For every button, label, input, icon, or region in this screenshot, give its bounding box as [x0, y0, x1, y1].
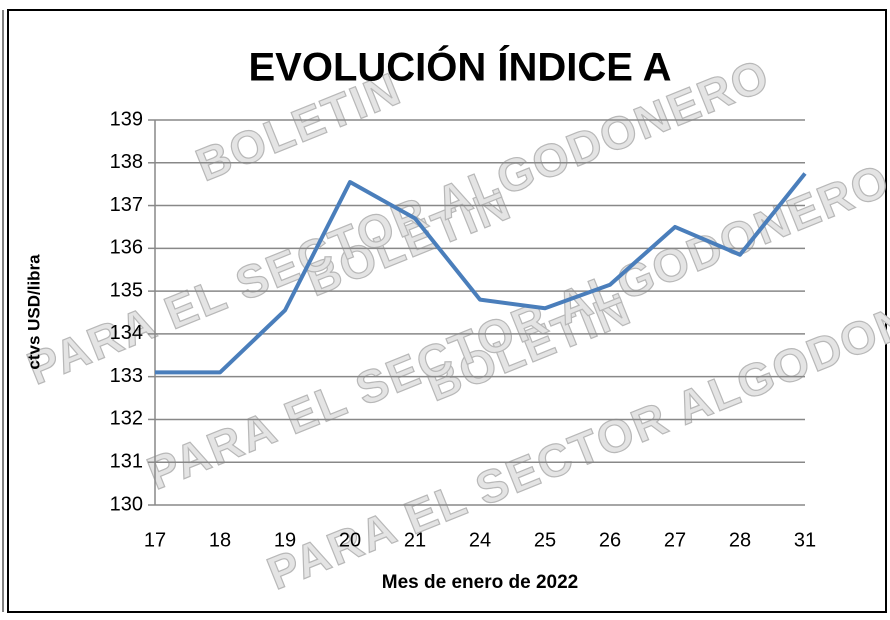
y-tick-label: 136: [110, 237, 143, 259]
x-tick-label: 20: [339, 529, 361, 551]
y-tick-label: 132: [110, 408, 143, 430]
chart-title: EVOLUCIÓN ÍNDICE A: [249, 44, 672, 90]
y-tick-label: 137: [110, 194, 143, 216]
x-tick-label: 24: [469, 529, 491, 551]
x-tick-label: 17: [144, 529, 166, 551]
y-tick-label: 133: [110, 365, 143, 387]
x-tick-label: 21: [404, 529, 426, 551]
y-axis-label: ctvs USD/libra: [24, 254, 43, 370]
y-tick-label: 131: [110, 451, 143, 473]
x-tick-label: 18: [209, 529, 231, 551]
y-tick-label: 130: [110, 493, 143, 515]
y-tick-label: 135: [110, 279, 143, 301]
series-line: [155, 172, 807, 375]
x-tick-label: 19: [274, 529, 296, 551]
x-axis-label: Mes de enero de 2022: [382, 572, 578, 593]
x-tick-label: 26: [599, 529, 621, 551]
x-tick-label: 25: [534, 529, 556, 551]
x-tick-label: 27: [664, 529, 686, 551]
x-tick-label: 28: [729, 529, 751, 551]
y-tick-label: 138: [110, 151, 143, 173]
y-tick-label: 139: [110, 108, 143, 130]
x-tick-label: 31: [794, 529, 816, 551]
y-tick-label: 134: [110, 322, 143, 344]
